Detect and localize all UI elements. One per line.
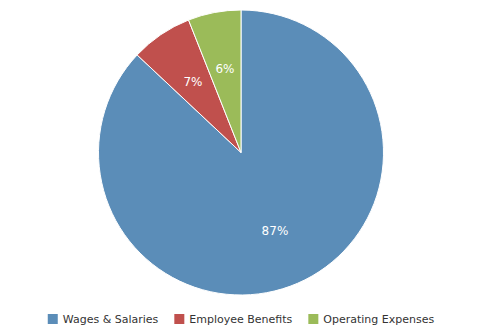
legend-item: Wages & Salaries bbox=[48, 313, 159, 326]
legend-label: Employee Benefits bbox=[189, 313, 292, 326]
data-label: 6% bbox=[215, 62, 234, 76]
legend-label: Wages & Salaries bbox=[63, 313, 159, 326]
data-label: 7% bbox=[183, 75, 202, 89]
legend-label: Operating Expenses bbox=[323, 313, 434, 326]
legend-item: Operating Expenses bbox=[308, 313, 434, 326]
pie-slice bbox=[98, 10, 383, 295]
pie bbox=[98, 10, 383, 295]
legend-swatch bbox=[48, 314, 58, 324]
chart: 87% 7% 6% Wages & Salaries Employee Benefits… bbox=[0, 0, 482, 335]
legend: Wages & Salaries Employee Benefits Operati… bbox=[48, 313, 435, 326]
data-label: 87% bbox=[262, 224, 289, 238]
legend-item: Employee Benefits bbox=[174, 313, 292, 326]
legend-swatch bbox=[308, 314, 318, 324]
data-labels: 87% 7% 6% bbox=[183, 62, 288, 238]
legend-swatch bbox=[174, 314, 184, 324]
